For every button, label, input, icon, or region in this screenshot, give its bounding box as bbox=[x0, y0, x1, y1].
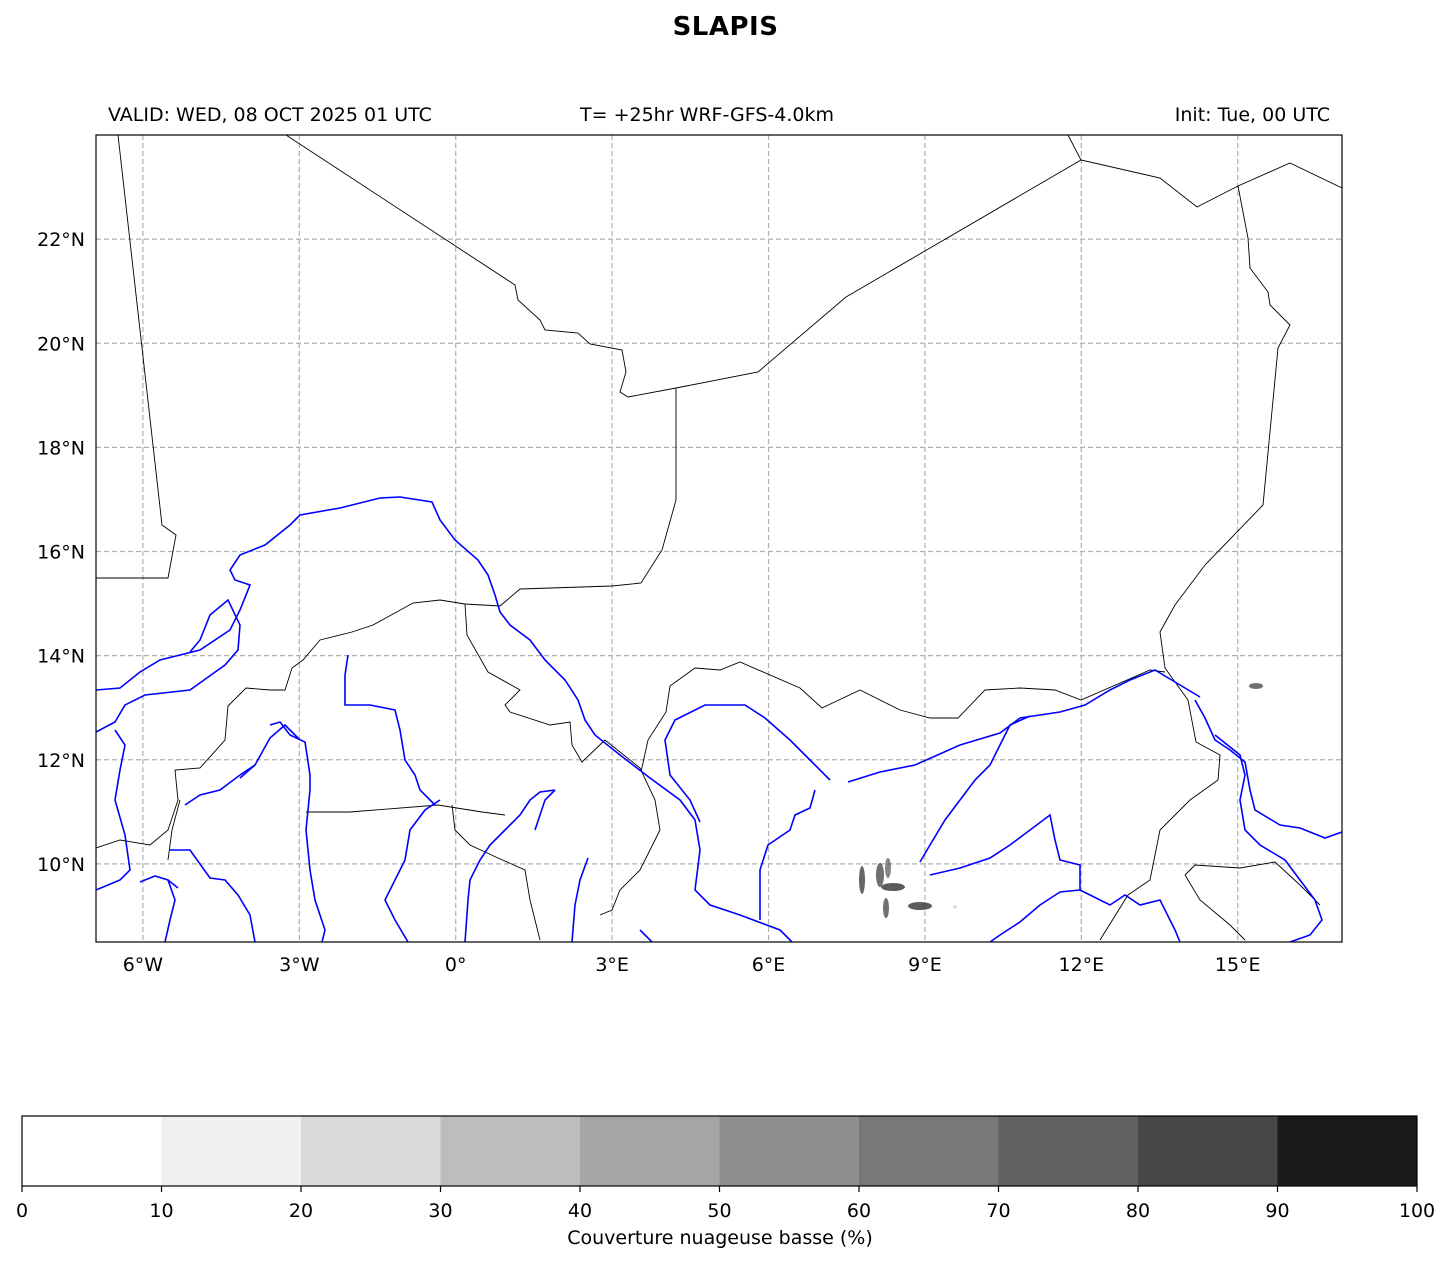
lat-tick-label: 18°N bbox=[37, 437, 85, 459]
border-cameroon-car bbox=[1184, 874, 1246, 941]
lat-tick-label: 20°N bbox=[37, 333, 85, 355]
river-sota bbox=[639, 929, 653, 942]
river-yobe-komadugu bbox=[919, 715, 1031, 863]
river-volta-white bbox=[344, 654, 436, 806]
border-niger-nigeria bbox=[640, 661, 1166, 773]
forecast-run-label: T= +25hr WRF-GFS-4.0km bbox=[580, 104, 834, 126]
colorbar-tick-label: 30 bbox=[428, 1200, 452, 1222]
lat-tick-label: 16°N bbox=[37, 542, 85, 564]
colorbar-tick-label: 10 bbox=[149, 1200, 173, 1222]
colorbar-segment bbox=[1277, 1116, 1418, 1186]
river-mono bbox=[571, 857, 589, 942]
lat-tick-label: 22°N bbox=[37, 229, 85, 251]
cloud-patch bbox=[885, 858, 891, 878]
colorbar: 0 10 20 30 40 50 60 70 80 90 100 bbox=[16, 1115, 1435, 1222]
cloud-patch bbox=[881, 883, 905, 891]
rivers bbox=[96, 496, 1342, 942]
river-volta-black bbox=[269, 721, 326, 942]
colorbar-tick-label: 80 bbox=[1126, 1200, 1150, 1222]
cloud-patch bbox=[883, 898, 889, 918]
border-burkina-niger bbox=[464, 603, 606, 763]
river-black-volta-west bbox=[184, 764, 256, 806]
lon-tick-label: 9°E bbox=[908, 954, 942, 976]
border-libya bbox=[1067, 135, 1342, 208]
river-cross bbox=[989, 889, 1081, 942]
colorbar-tick-label: 70 bbox=[986, 1200, 1010, 1222]
colorbar-segment bbox=[998, 1116, 1139, 1186]
river-ouest bbox=[139, 875, 179, 889]
border-mali-niger bbox=[96, 388, 677, 849]
lon-tick-label: 15°E bbox=[1215, 954, 1261, 976]
colorbar-segment bbox=[161, 1116, 302, 1186]
river-bandama bbox=[170, 849, 256, 942]
border-chad-cameroon bbox=[1184, 861, 1321, 906]
colorbar-label: Couverture nuageuse basse (%) bbox=[567, 1227, 873, 1249]
river-gongola bbox=[929, 813, 1081, 890]
lon-tick-label: 0° bbox=[445, 954, 467, 976]
border-ivory-ghana bbox=[167, 799, 181, 861]
border-burkina-ghana bbox=[306, 804, 506, 816]
colorbar-tick-label: 50 bbox=[707, 1200, 731, 1222]
colorbar-segment bbox=[1138, 1116, 1278, 1186]
river-bani bbox=[239, 723, 301, 779]
border-algeria-mali-niger bbox=[285, 135, 1082, 398]
cloud-patch bbox=[953, 905, 957, 909]
river-benue-south bbox=[1079, 889, 1181, 942]
river-oti bbox=[464, 789, 556, 942]
cloud-patch bbox=[1249, 683, 1263, 689]
colorbar-tick-label: 40 bbox=[568, 1200, 592, 1222]
colorbar-segment bbox=[22, 1116, 162, 1186]
axis-ticks: 6°W 3°W 0° 3°E 6°E 9°E 12°E 15°E 10°N 12°N 14°N 16°… bbox=[37, 229, 1260, 976]
colorbar-segment bbox=[580, 1116, 720, 1186]
colorbar-segment bbox=[301, 1116, 441, 1186]
border-chad-libya-niger bbox=[1099, 185, 1291, 941]
cloud-patch bbox=[859, 866, 865, 894]
colorbar-segment bbox=[859, 1116, 999, 1186]
cloud-patch bbox=[876, 863, 884, 887]
river-benue bbox=[847, 669, 1201, 783]
river-kaduna bbox=[759, 789, 816, 920]
lon-tick-label: 12°E bbox=[1058, 954, 1104, 976]
river-niger-inner bbox=[96, 598, 241, 733]
river-comoe bbox=[164, 879, 176, 942]
colorbar-tick-label: 100 bbox=[1399, 1200, 1435, 1222]
river-sassandra bbox=[96, 729, 131, 891]
colorbar-tick-label: 60 bbox=[847, 1200, 871, 1222]
border-ghana-togo bbox=[451, 804, 541, 941]
river-logone bbox=[1214, 734, 1323, 942]
lat-tick-label: 12°N bbox=[37, 750, 85, 772]
valid-time-label: VALID: WED, 08 OCT 2025 01 UTC bbox=[108, 104, 432, 126]
low-cloud-cover bbox=[859, 683, 1263, 918]
init-time-label: Init: Tue, 00 UTC bbox=[1174, 104, 1330, 126]
lon-tick-label: 3°W bbox=[279, 954, 320, 976]
lon-tick-label: 6°W bbox=[123, 954, 164, 976]
map-frame bbox=[95, 134, 1343, 943]
country-borders bbox=[96, 135, 1342, 941]
river-oti-east bbox=[534, 789, 556, 831]
colorbar-tick-label: 20 bbox=[289, 1200, 313, 1222]
lat-tick-label: 14°N bbox=[37, 646, 85, 668]
graticule bbox=[96, 135, 1342, 942]
colorbar-tick-label: 0 bbox=[16, 1200, 28, 1222]
lon-tick-label: 6°E bbox=[752, 954, 786, 976]
lat-tick-label: 10°N bbox=[37, 854, 85, 876]
river-sokoto bbox=[664, 704, 831, 823]
river-volta-lake bbox=[384, 799, 441, 942]
cloud-patch bbox=[908, 902, 932, 910]
map-panel: 6°W 3°W 0° 3°E 6°E 9°E 12°E 15°E 10°N 12°N 14°N 16°… bbox=[37, 134, 1343, 976]
border-benin-nigeria bbox=[599, 739, 661, 916]
river-niger bbox=[96, 496, 793, 942]
lon-tick-label: 3°E bbox=[595, 954, 629, 976]
chart-title: SLAPIS bbox=[672, 12, 779, 42]
colorbar-segment bbox=[719, 1116, 860, 1186]
river-chari bbox=[1194, 699, 1342, 839]
colorbar-segment bbox=[440, 1116, 581, 1186]
border-mali-algeria bbox=[96, 135, 177, 579]
colorbar-tick-label: 90 bbox=[1265, 1200, 1289, 1222]
